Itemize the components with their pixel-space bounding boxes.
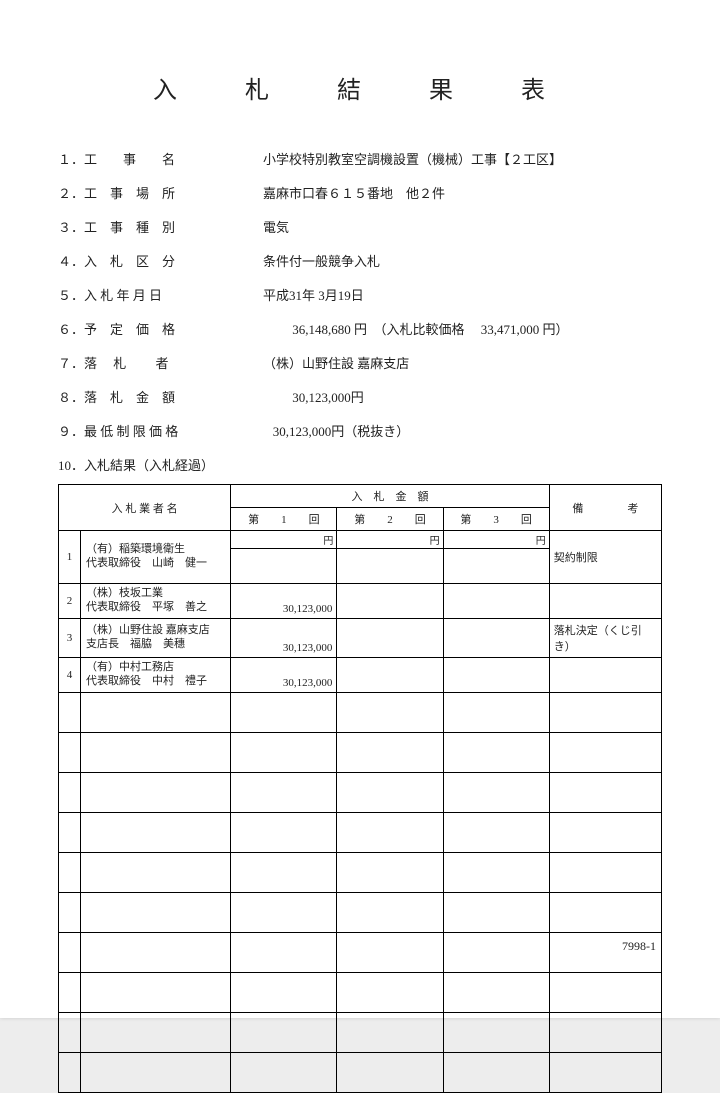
table-row <box>59 693 662 733</box>
results-table: 入 札 業 者 名 入 札 金 額 備 考 第 1 回 第 2 回 第 3 回 … <box>58 484 662 1093</box>
field-label: １．工 事 名 <box>58 149 263 168</box>
table-row: 4（有）中村工務店代表取締役 中村 禮子30,123,000 <box>59 658 662 693</box>
field-row: ３．工 事 種 別電気 <box>58 217 662 236</box>
field-value: 電気 <box>263 217 289 236</box>
remarks-cell <box>549 658 661 693</box>
th-remarks: 備 考 <box>549 485 661 531</box>
th-round1: 第 1 回 <box>231 508 337 531</box>
field-value: （株）山野住設 嘉麻支店 <box>263 353 409 372</box>
yen-label: 円 <box>231 531 337 549</box>
row-number: 2 <box>59 584 81 619</box>
field-value: 小学校特別教室空調機設置（機械）工事【２工区】 <box>263 149 562 168</box>
field-value: 平成31年 3月19日 <box>263 285 364 304</box>
remarks-cell <box>549 584 661 619</box>
bidder-name: （有）稲築環境衛生代表取締役 山崎 健一 <box>81 531 231 584</box>
yen-label: 円 <box>443 531 549 549</box>
table-row: 3（株）山野住設 嘉麻支店支店長 福脇 美穗30,123,000 落札決定（くじ引… <box>59 619 662 658</box>
amount-1: 30,123,000 <box>231 619 337 658</box>
field-row: ７．落 札 者（株）山野住設 嘉麻支店 <box>58 353 662 372</box>
remarks-cell: 落札決定（くじ引き） <box>549 619 661 658</box>
field-value: 30,123,000円 <box>263 387 364 406</box>
table-row <box>59 1053 662 1093</box>
field-label: ３．工 事 種 別 <box>58 217 263 236</box>
table-body: 1（有）稲築環境衛生代表取締役 山崎 健一円円円契約制限2（株）枝坂工業代表取締… <box>59 531 662 1093</box>
amount-2 <box>337 549 443 584</box>
amount-3 <box>443 658 549 693</box>
table-row <box>59 733 662 773</box>
field-row: ５．入 札 年 月 日平成31年 3月19日 <box>58 285 662 304</box>
field-label: ６．予 定 価 格 <box>58 319 263 338</box>
amount-3 <box>443 584 549 619</box>
th-round3: 第 3 回 <box>443 508 549 531</box>
page-number: 7998-1 <box>622 939 656 954</box>
page: 入 札 結 果 表 １．工 事 名小学校特別教室空調機設置（機械）工事【２工区】… <box>0 0 720 1018</box>
amount-2 <box>337 584 443 619</box>
amount-3 <box>443 549 549 584</box>
row-number: 3 <box>59 619 81 658</box>
table-row <box>59 773 662 813</box>
field-value: 36,148,680 円 （入札比較価格 33,471,000 円） <box>263 319 569 338</box>
field-label: ５．入 札 年 月 日 <box>58 285 263 304</box>
table-row <box>59 853 662 893</box>
field-row: ６．予 定 価 格 36,148,680 円 （入札比較価格 33,471,00… <box>58 319 662 338</box>
field-value: 条件付一般競争入札 <box>263 251 380 270</box>
th-bidder: 入 札 業 者 名 <box>59 485 231 531</box>
field-row: １．工 事 名小学校特別教室空調機設置（機械）工事【２工区】 <box>58 149 662 168</box>
field-label: ９．最 低 制 限 価 格 <box>58 421 263 440</box>
field-label: ４．入 札 区 分 <box>58 251 263 270</box>
field-row: ９．最 低 制 限 価 格 30,123,000円（税抜き） <box>58 421 662 440</box>
field-value: 嘉麻市口春６１５番地 他２件 <box>263 183 445 202</box>
yen-label: 円 <box>337 531 443 549</box>
row-number: 1 <box>59 531 81 584</box>
table-row <box>59 813 662 853</box>
field-list: １．工 事 名小学校特別教室空調機設置（機械）工事【２工区】２．工 事 場 所嘉… <box>58 149 662 440</box>
amount-2 <box>337 658 443 693</box>
bidder-name: （有）中村工務店代表取締役 中村 禮子 <box>81 658 231 693</box>
section-10-heading: 10．入札結果（入札経過） <box>58 455 662 474</box>
table-row <box>59 1013 662 1053</box>
field-row: ８．落 札 金 額 30,123,000円 <box>58 387 662 406</box>
field-row: ２．工 事 場 所嘉麻市口春６１５番地 他２件 <box>58 183 662 202</box>
th-round2: 第 2 回 <box>337 508 443 531</box>
field-row: ４．入 札 区 分条件付一般競争入札 <box>58 251 662 270</box>
amount-1: 30,123,000 <box>231 584 337 619</box>
table-row <box>59 933 662 973</box>
table-row: 2（株）枝坂工業代表取締役 平塚 善之30,123,000 <box>59 584 662 619</box>
page-title: 入 札 結 果 表 <box>58 70 662 105</box>
bidder-name: （株）山野住設 嘉麻支店支店長 福脇 美穗 <box>81 619 231 658</box>
table-row <box>59 973 662 1013</box>
field-label: ８．落 札 金 額 <box>58 387 263 406</box>
amount-1: 30,123,000 <box>231 658 337 693</box>
field-label: ２．工 事 場 所 <box>58 183 263 202</box>
th-amount: 入 札 金 額 <box>231 485 550 508</box>
row-number: 4 <box>59 658 81 693</box>
field-label: ７．落 札 者 <box>58 353 263 372</box>
remarks-cell: 契約制限 <box>549 531 661 584</box>
amount-3 <box>443 619 549 658</box>
amount-1 <box>231 549 337 584</box>
amount-2 <box>337 619 443 658</box>
bidder-name: （株）枝坂工業代表取締役 平塚 善之 <box>81 584 231 619</box>
field-value: 30,123,000円（税抜き） <box>263 421 409 440</box>
table-row <box>59 893 662 933</box>
